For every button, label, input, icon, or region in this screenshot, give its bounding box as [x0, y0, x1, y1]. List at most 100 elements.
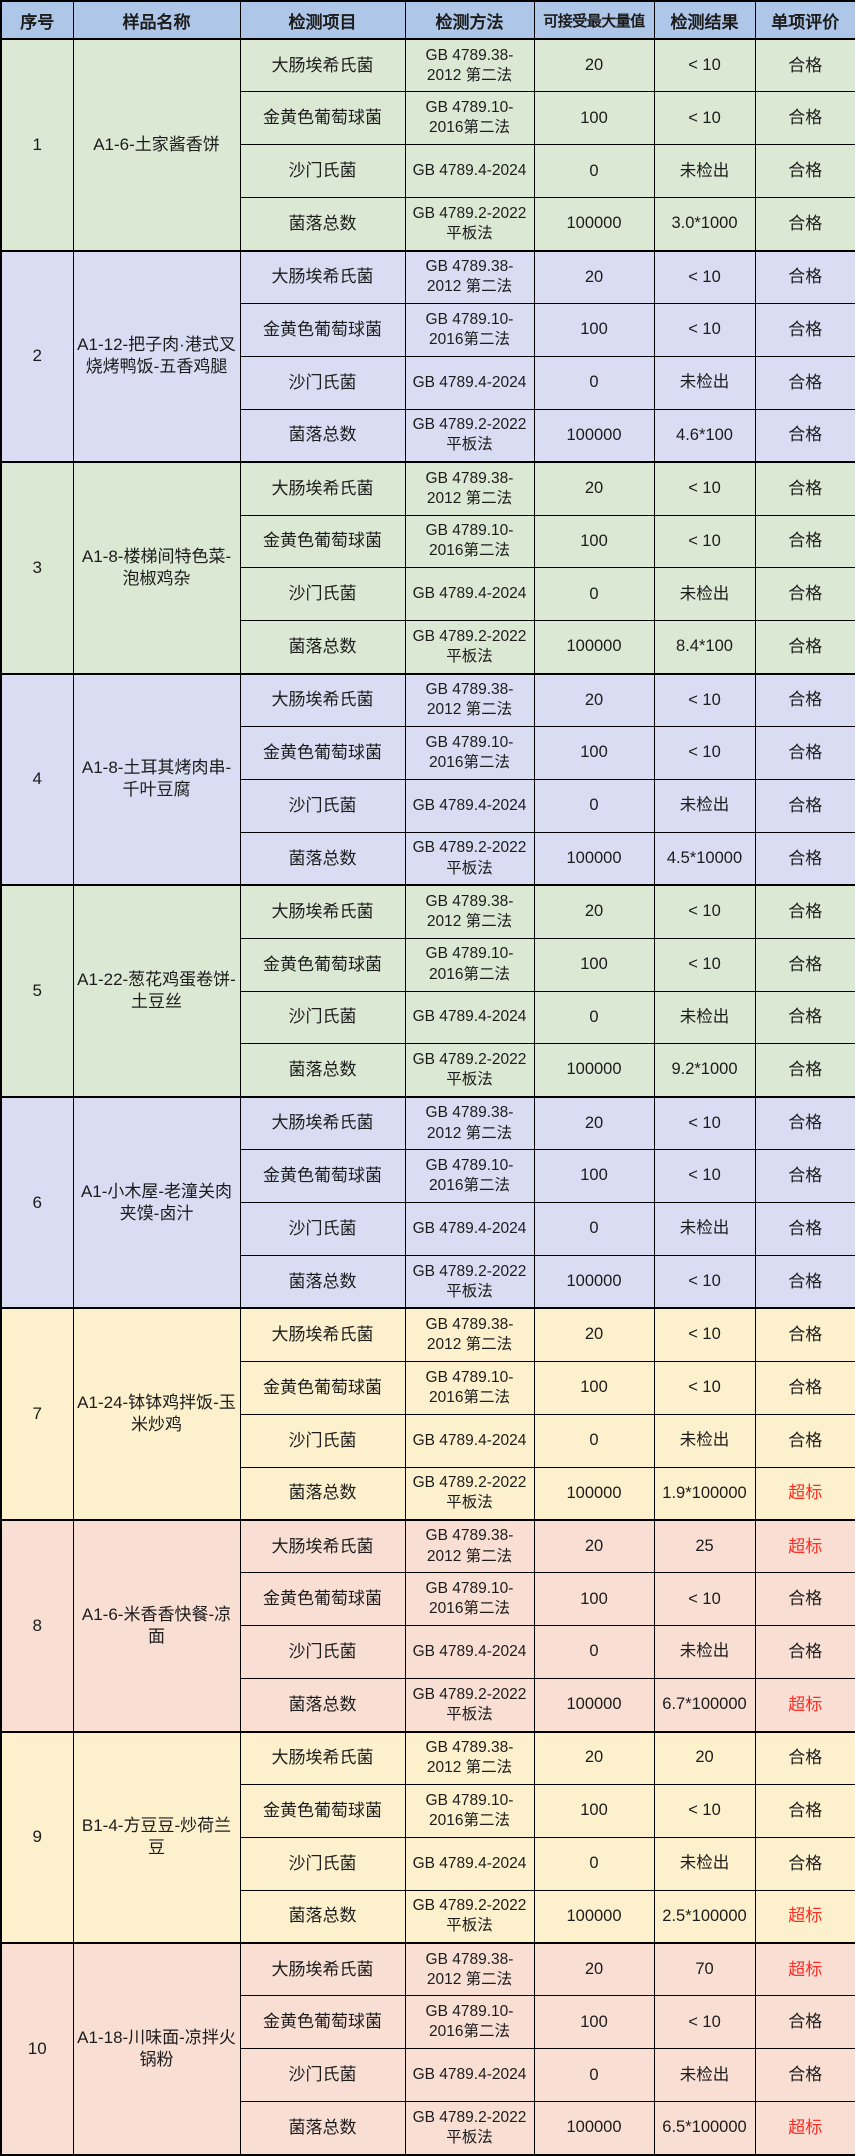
test-item-cell: 金黄色葡萄球菌	[239, 514, 406, 569]
method-cell: GB 4789.4-2024	[404, 990, 535, 1045]
max-value-cell: 20	[533, 672, 655, 728]
method-cell: GB 4789.4-2024	[404, 778, 535, 833]
result-cell: < 10	[653, 1307, 756, 1362]
method-cell: GB 4789.10-2016第二法	[404, 1149, 535, 1204]
test-item-cell: 大肠埃希氏菌	[239, 1942, 406, 1997]
col-header-no: 序号	[0, 0, 74, 40]
table-row: 菌落总数 GB 4789.2-2022 平板法 100000 1.9*10000…	[1, 1466, 855, 1521]
test-item-cell: 大肠埃希氏菌	[239, 461, 406, 516]
table-row: 8 A1-6-米香香快餐-凉面 大肠埃希氏菌 GB 4789.38-2012 第…	[0, 1518, 855, 1732]
method-cell: GB 4789.2-2022 平板法	[404, 1678, 535, 1732]
evaluation-cell: 合格	[754, 1254, 855, 1309]
test-item-cell: 金黄色葡萄球菌	[239, 726, 406, 780]
method-cell: GB 4789.10-2016第二法	[404, 1995, 535, 2050]
evaluation-cell: 合格	[754, 1360, 855, 1415]
result-cell: 6.5*100000	[653, 2101, 756, 2156]
evaluation-cell: 合格	[754, 1307, 855, 1362]
evaluation-cell: 合格	[754, 1836, 855, 1891]
result-cell: 3.0*1000	[653, 197, 756, 252]
evaluation-cell: 合格	[754, 1783, 855, 1838]
no-cell: 6	[0, 1095, 74, 1309]
col-header-sample-name: 样品名称	[72, 0, 241, 40]
result-cell: < 10	[653, 38, 756, 93]
method-cell: GB 4789.2-2022 平板法	[404, 1466, 535, 1521]
max-value-cell: 0	[533, 778, 655, 833]
evaluation-cell: 超标	[754, 1889, 855, 1944]
max-value-cell: 100	[533, 937, 655, 992]
evaluation-cell: 合格	[754, 355, 855, 410]
max-value-cell: 100000	[533, 1043, 655, 1098]
table-row: 菌落总数 GB 4789.2-2022 平板法 100000 6.7*10000…	[1, 1678, 855, 1732]
evaluation-cell: 合格	[754, 38, 855, 93]
result-cell: 未检出	[653, 778, 756, 833]
sample-name-cell: B1-4-方豆豆-炒荷兰豆	[72, 1730, 241, 1944]
method-cell: GB 4789.4-2024	[404, 1413, 535, 1468]
sample-group-10: 10 A1-18-川味面-凉拌火锅粉 大肠埃希氏菌 GB 4789.38-201…	[0, 1942, 855, 2156]
col-header-method: 检测方法	[404, 0, 535, 40]
max-value-cell: 0	[533, 1625, 655, 1680]
method-cell: GB 4789.10-2016第二法	[404, 1783, 535, 1838]
sample-group-5: 5 A1-22-葱花鸡蛋卷饼-土豆丝 大肠埃希氏菌 GB 4789.38-201…	[0, 884, 855, 1098]
max-value-cell: 100000	[533, 831, 655, 886]
test-item-cell: 沙门氏菌	[239, 990, 406, 1045]
method-cell: GB 4789.38-2012 第二法	[404, 1307, 535, 1362]
table-row: 沙门氏菌 GB 4789.4-2024 0 未检出 合格	[1, 990, 855, 1045]
max-value-cell: 20	[533, 1307, 655, 1362]
evaluation-cell: 合格	[754, 144, 855, 199]
max-value-cell: 0	[533, 1202, 655, 1256]
max-value-cell: 100000	[533, 620, 655, 675]
table-row: 金黄色葡萄球菌 GB 4789.10-2016第二法 100 < 10 合格	[1, 1149, 855, 1204]
sample-name-cell: A1-6-米香香快餐-凉面	[72, 1518, 241, 1732]
table-row: 金黄色葡萄球菌 GB 4789.10-2016第二法 100 < 10 合格	[1, 514, 855, 569]
method-cell: GB 4789.2-2022 平板法	[404, 831, 535, 886]
sample-name-cell: A1-8-楼梯间特色菜-泡椒鸡杂	[72, 461, 241, 675]
test-item-cell: 沙门氏菌	[239, 144, 406, 199]
table-row: 沙门氏菌 GB 4789.4-2024 0 未检出 合格	[1, 1202, 855, 1256]
test-item-cell: 菌落总数	[239, 1889, 406, 1944]
method-cell: GB 4789.38-2012 第二法	[404, 1095, 535, 1151]
table-row: 沙门氏菌 GB 4789.4-2024 0 未检出 合格	[1, 1836, 855, 1891]
max-value-cell: 20	[533, 1095, 655, 1151]
table-row: 菌落总数 GB 4789.2-2022 平板法 100000 6.5*10000…	[1, 2101, 855, 2156]
result-cell: 9.2*1000	[653, 1043, 756, 1098]
test-item-cell: 金黄色葡萄球菌	[239, 1572, 406, 1627]
method-cell: GB 4789.10-2016第二法	[404, 91, 535, 146]
sample-group-2: 2 A1-12-把子肉·港式叉烧烤鸭饭-五香鸡腿 大肠埃希氏菌 GB 4789.…	[0, 249, 855, 463]
table-row: 菌落总数 GB 4789.2-2022 平板法 100000 2.5*10000…	[1, 1889, 855, 1944]
max-value-cell: 100000	[533, 1889, 655, 1944]
result-cell: < 10	[653, 461, 756, 516]
evaluation-cell: 合格	[754, 567, 855, 622]
col-header-result: 检测结果	[653, 0, 756, 40]
test-item-cell: 沙门氏菌	[239, 355, 406, 410]
sample-group-4: 4 A1-8-土耳其烤肉串-千叶豆腐 大肠埃希氏菌 GB 4789.38-201…	[0, 672, 855, 886]
no-cell: 5	[0, 884, 74, 1098]
method-cell: GB 4789.10-2016第二法	[404, 726, 535, 780]
test-item-cell: 菌落总数	[239, 1678, 406, 1732]
evaluation-cell: 合格	[754, 1413, 855, 1468]
result-cell: < 10	[653, 726, 756, 780]
result-cell: 4.6*100	[653, 408, 756, 463]
result-cell: < 10	[653, 249, 756, 304]
table-row: 2 A1-12-把子肉·港式叉烧烤鸭饭-五香鸡腿 大肠埃希氏菌 GB 4789.…	[0, 249, 855, 463]
evaluation-cell: 合格	[754, 1995, 855, 2050]
header-row: 序号 样品名称 检测项目 检测方法 可接受最大量值 检测结果 单项评价	[0, 0, 855, 40]
max-value-cell: 20	[533, 461, 655, 516]
method-cell: GB 4789.38-2012 第二法	[404, 1730, 535, 1785]
table-row: 3 A1-8-楼梯间特色菜-泡椒鸡杂 大肠埃希氏菌 GB 4789.38-201…	[0, 461, 855, 675]
method-cell: GB 4789.10-2016第二法	[404, 514, 535, 569]
method-cell: GB 4789.4-2024	[404, 355, 535, 410]
sample-group-9: 9 B1-4-方豆豆-炒荷兰豆 大肠埃希氏菌 GB 4789.38-2012 第…	[0, 1730, 855, 1944]
sample-name-cell: A1-6-土家酱香饼	[72, 38, 241, 252]
result-cell: 未检出	[653, 2048, 756, 2103]
table-row: 菌落总数 GB 4789.2-2022 平板法 100000 < 10 合格	[1, 1254, 855, 1309]
method-cell: GB 4789.38-2012 第二法	[404, 1518, 535, 1574]
test-item-cell: 大肠埃希氏菌	[239, 1730, 406, 1785]
evaluation-cell: 合格	[754, 514, 855, 569]
no-cell: 7	[0, 1307, 74, 1521]
table-row: 金黄色葡萄球菌 GB 4789.10-2016第二法 100 < 10 合格	[1, 302, 855, 357]
no-cell: 2	[0, 249, 74, 463]
test-item-cell: 菌落总数	[239, 1043, 406, 1098]
method-cell: GB 4789.38-2012 第二法	[404, 884, 535, 939]
max-value-cell: 100	[533, 726, 655, 780]
